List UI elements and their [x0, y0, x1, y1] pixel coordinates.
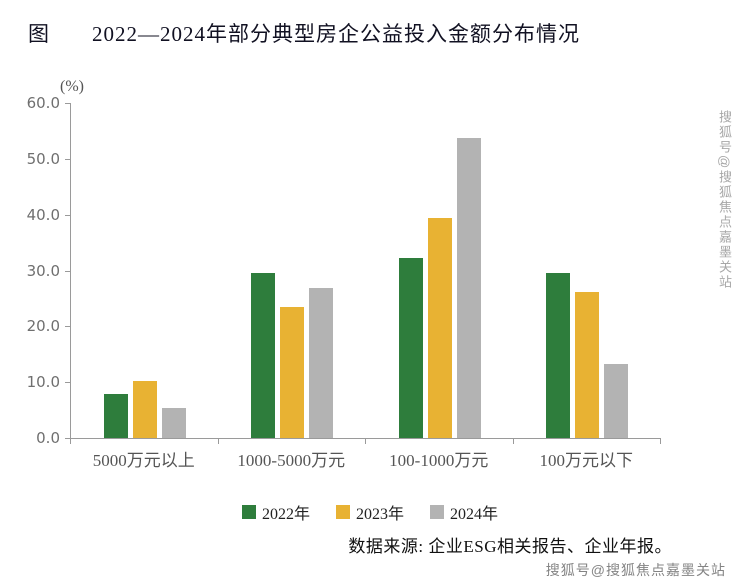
- legend-item-2023年: 2023年: [335, 500, 404, 524]
- bar-2022年-5000万元以上: [103, 394, 128, 438]
- bar-group-4: [514, 103, 662, 438]
- y-tick-mark: [65, 326, 70, 328]
- x-axis-label-100万元以下: 100万元以下: [539, 451, 634, 470]
- bar-2022年-100-1000万元: [398, 257, 423, 438]
- bar-2022年-100万元以下: [546, 273, 571, 438]
- y-tick-mark: [65, 158, 70, 160]
- bar-2024年-1000-5000万元: [309, 288, 334, 438]
- x-tick-mark: [70, 439, 71, 444]
- bar-2024年-5000万元以上: [161, 408, 186, 438]
- bar-group-3: [366, 103, 514, 438]
- bar-2024年-100-1000万元: [456, 137, 481, 438]
- x-axis-label-100-1000万元: 100-1000万元: [389, 451, 489, 470]
- legend-item-2024年: 2024年: [430, 500, 498, 524]
- legend-item-2022年: 2022年: [241, 500, 310, 524]
- bar-group-1: [71, 103, 219, 438]
- watermark-bottom-right: 搜狐号@搜狐焦点嘉墨关站: [545, 562, 726, 578]
- y-tick-mark: [65, 382, 70, 384]
- y-tick-label: 30.0: [26, 261, 60, 280]
- x-axis-labels: 5000万元以上 1000-5000万元 100-1000万元 100万元以下: [70, 446, 660, 471]
- watermark-top-right: 搜狐号@搜狐焦点嘉墨关站: [717, 110, 732, 291]
- bar-2024年-100万元以下: [604, 363, 629, 438]
- bar-2023年-100万元以下: [575, 291, 600, 438]
- y-tick-mark: [65, 214, 70, 216]
- legend-swatch-icon: [430, 505, 444, 519]
- legend-label: 2022年: [261, 506, 310, 523]
- legend-label: 2023年: [355, 506, 404, 523]
- y-tick-mark: [65, 103, 70, 104]
- source-note: 数据来源: 企业ESG相关报告、企业年报。: [348, 537, 672, 556]
- x-tick-mark: [217, 439, 219, 444]
- y-tick-label: 10.0: [26, 373, 60, 392]
- legend: 2022年 2023年 2024年: [0, 500, 740, 524]
- plot-area: [70, 103, 661, 439]
- bar-2023年-5000万元以上: [132, 381, 157, 438]
- bar-2022年-1000-5000万元: [251, 273, 276, 438]
- x-axis-label-5000万元以上: 5000万元以上: [92, 451, 195, 470]
- y-tick-label: 40.0: [26, 205, 60, 224]
- y-tick-mark: [65, 438, 70, 439]
- y-tick-label: 60.0: [26, 94, 60, 112]
- chart-title-prefix: 图: [28, 22, 50, 46]
- legend-swatch-icon: [335, 505, 350, 519]
- bar-2023年-1000-5000万元: [280, 306, 305, 438]
- x-tick-mark: [512, 439, 514, 444]
- y-tick-label: 20.0: [26, 317, 60, 336]
- chart-title: 2022—2024年部分典型房企公益投入金额分布情况: [92, 22, 580, 46]
- x-tick-mark: [365, 439, 366, 444]
- bar-group-2: [219, 103, 367, 438]
- y-tick-label: 50.0: [26, 149, 60, 168]
- y-tick-label: 0.0: [36, 429, 60, 447]
- y-tick-mark: [65, 270, 70, 272]
- chart-title-row: 图 2022—2024年部分典型房企公益投入金额分布情况: [28, 18, 708, 48]
- y-axis-unit-label: (%): [60, 78, 84, 95]
- bar-2023年-100-1000万元: [427, 218, 452, 438]
- legend-swatch-icon: [241, 505, 256, 519]
- x-tick-mark: [660, 439, 661, 444]
- legend-label: 2024年: [450, 506, 499, 523]
- x-axis-label-1000-5000万元: 1000-5000万元: [237, 451, 346, 470]
